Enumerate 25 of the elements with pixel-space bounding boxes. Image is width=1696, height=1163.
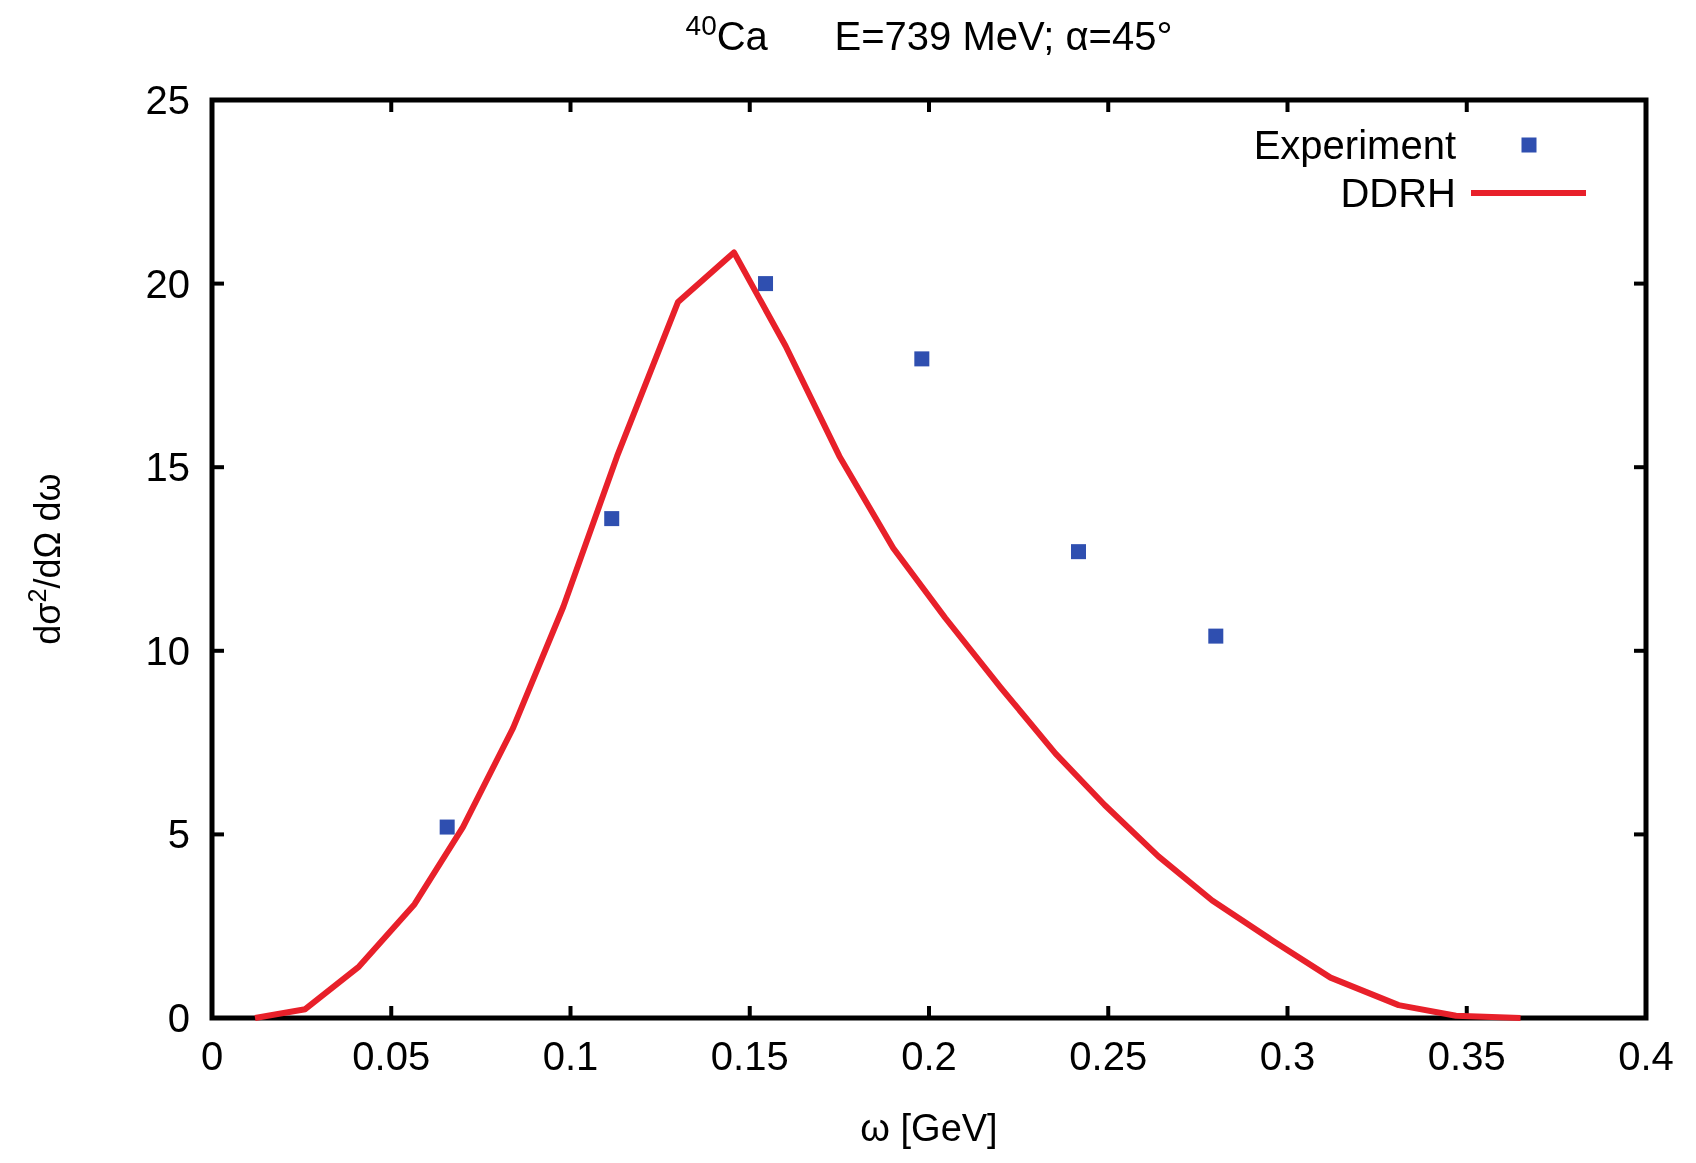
- y-tick-label: 5: [167, 812, 190, 857]
- x-tick-label: 0: [200, 1034, 224, 1078]
- legend-label: DDRH: [1340, 171, 1456, 215]
- x-tick-label: 0.3: [1259, 1034, 1316, 1078]
- y-tick-label: 0: [167, 996, 190, 1040]
- x-tick-label: 0.2: [901, 1034, 957, 1078]
- x-tick-label: 0.05: [352, 1034, 431, 1078]
- x-tick-label: 0.1: [542, 1034, 599, 1078]
- x-axis-title: ω [GeV]: [860, 1107, 998, 1149]
- point: [1070, 544, 1086, 560]
- chart-title: $^{40}$Ca E=739 MeV; α=45°: [685, 9, 1173, 58]
- legend-label: Experiment: [1253, 123, 1456, 167]
- point: [439, 819, 455, 835]
- y-tick-label: 25: [145, 78, 190, 122]
- point: [914, 351, 930, 367]
- y-tick-label: 20: [145, 261, 190, 306]
- x-tick-label: 0.4: [1618, 1034, 1674, 1078]
- x-tick-label: 0.15: [710, 1034, 789, 1078]
- point: [1208, 628, 1224, 644]
- point: [758, 276, 774, 292]
- y-tick-label: 15: [145, 445, 190, 490]
- y-tick-label: 10: [145, 628, 190, 673]
- point: [604, 511, 620, 527]
- x-tick-label: 0.25: [1069, 1034, 1148, 1078]
- x-tick-label: 0.35: [1427, 1034, 1506, 1078]
